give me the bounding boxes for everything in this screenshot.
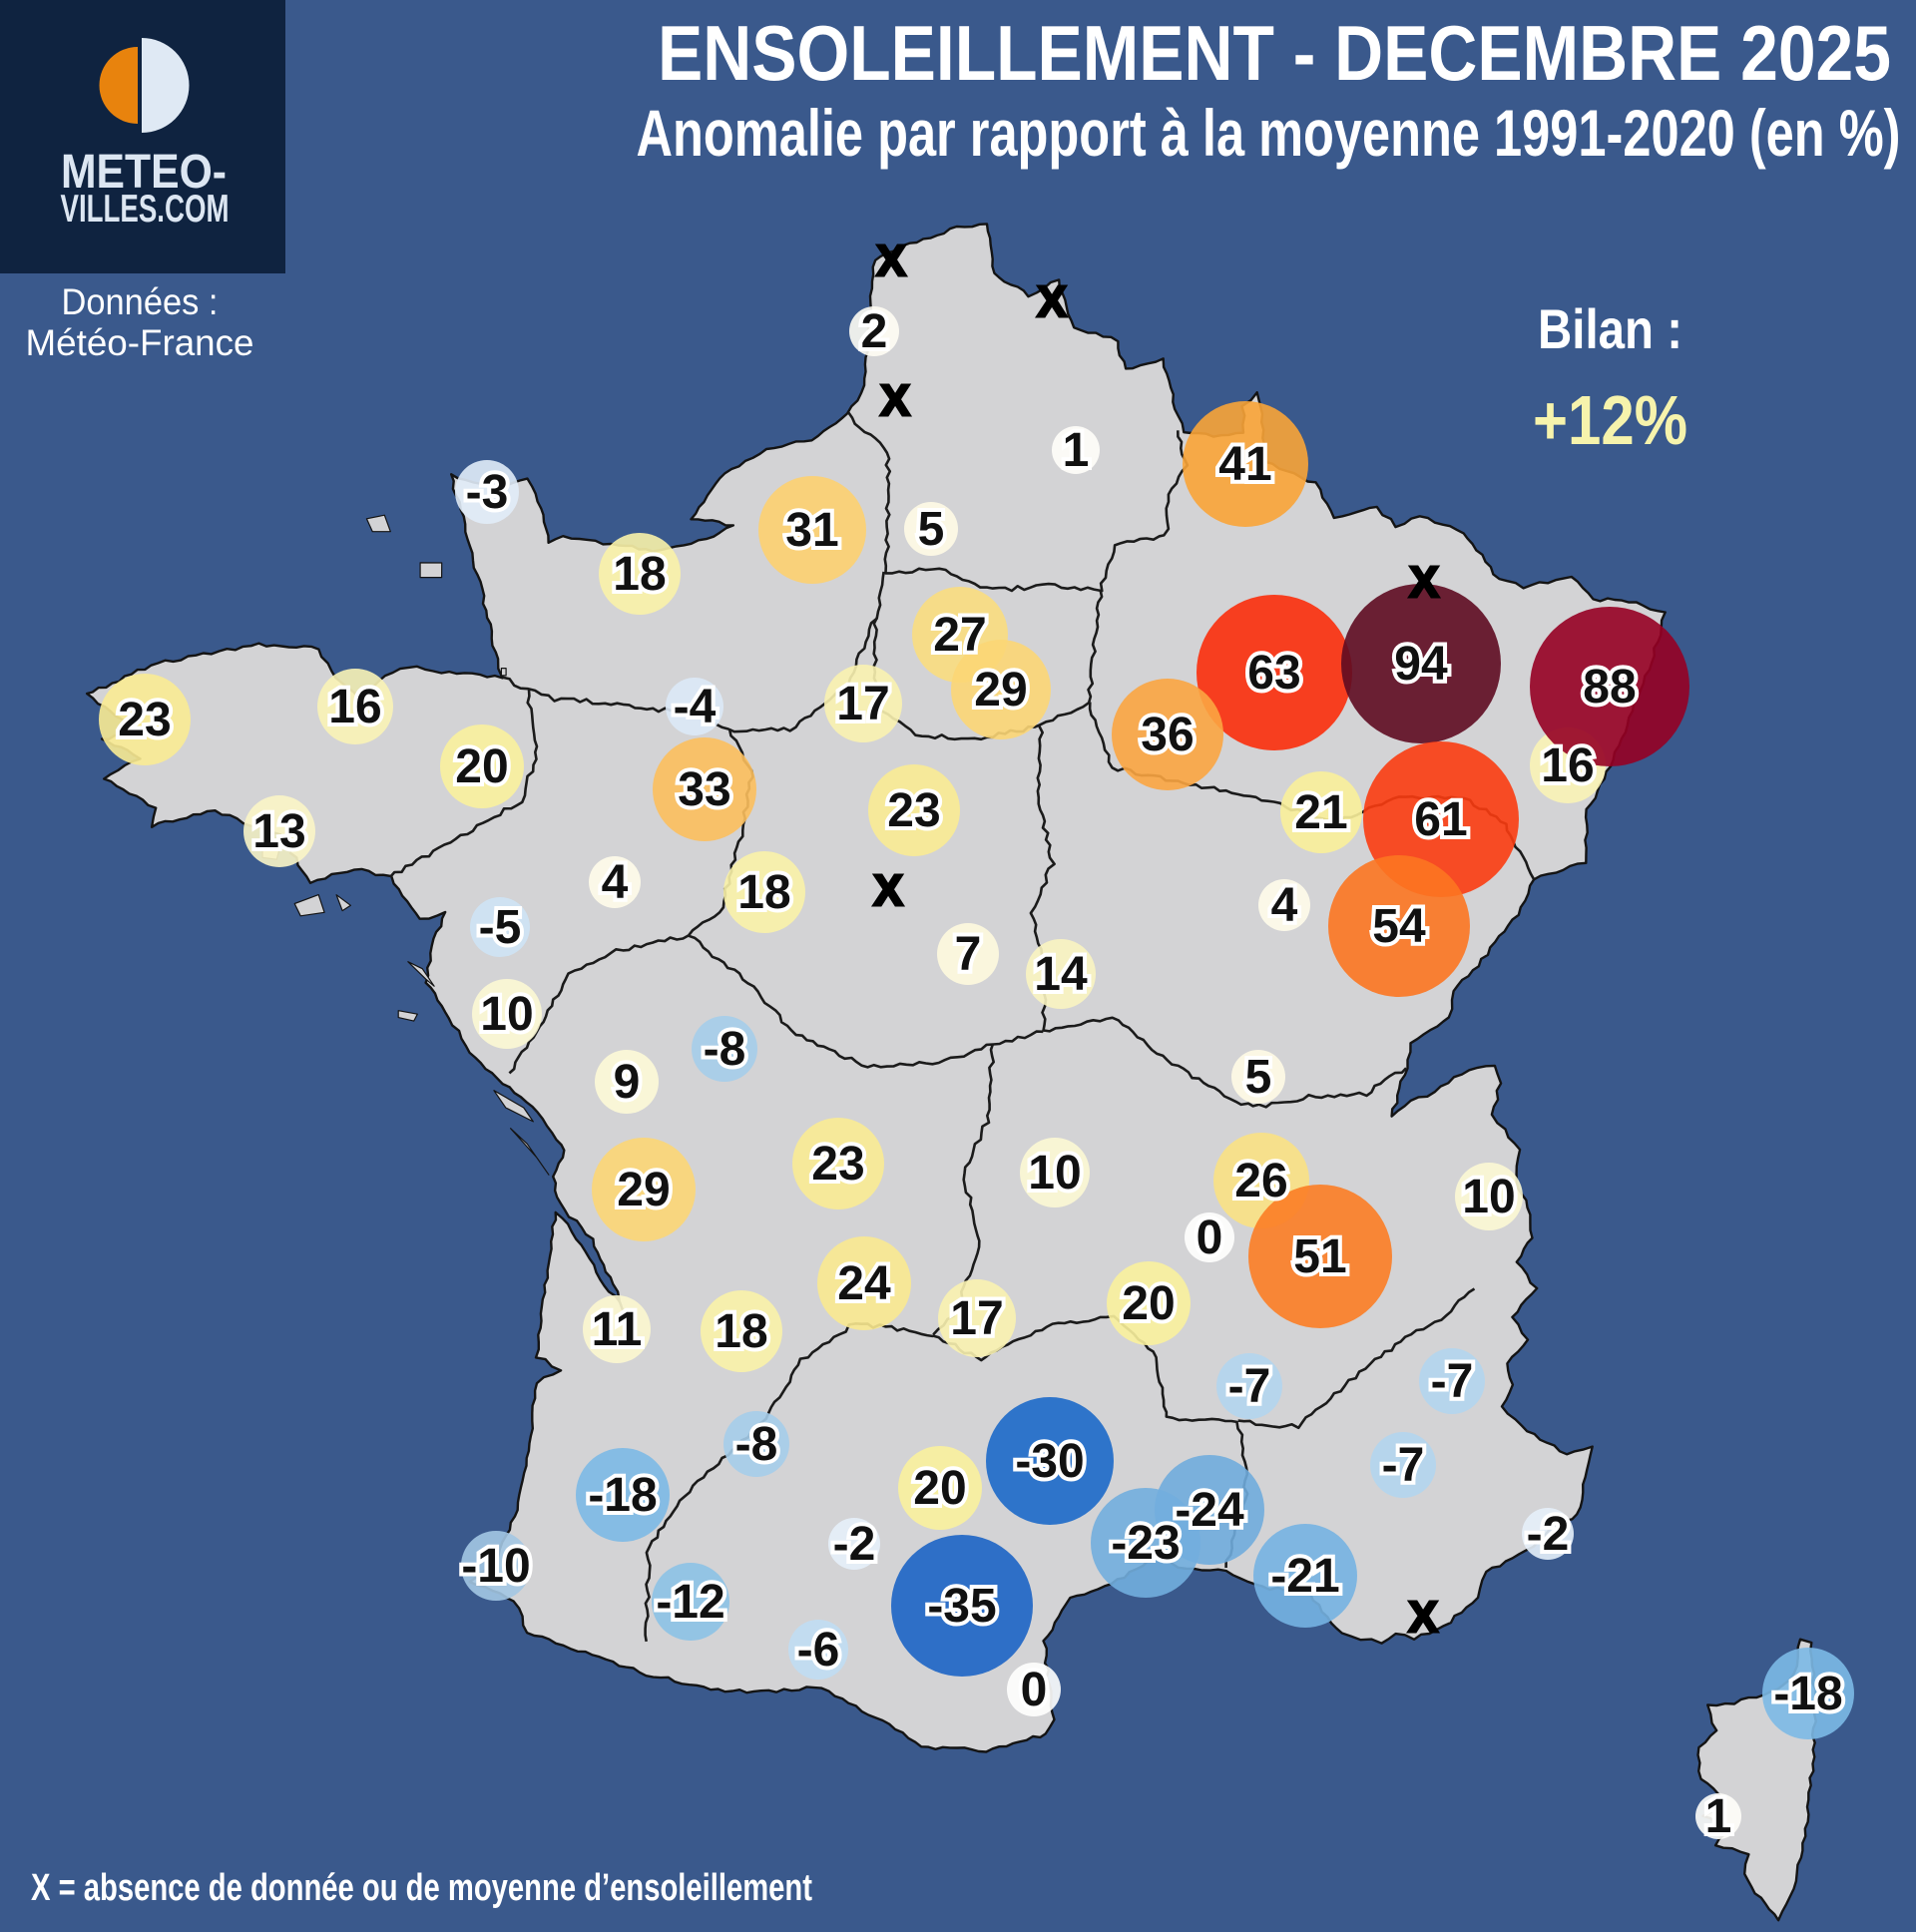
svg-text:4: 4 — [1271, 879, 1298, 932]
svg-text:X: X — [880, 376, 909, 425]
svg-text:18: 18 — [737, 866, 790, 919]
svg-text:23: 23 — [811, 1138, 864, 1191]
svg-text:2: 2 — [861, 305, 888, 358]
svg-text:61: 61 — [1414, 793, 1467, 846]
svg-text:29: 29 — [974, 664, 1027, 717]
svg-text:-30: -30 — [1015, 1435, 1084, 1488]
svg-text:18: 18 — [715, 1305, 767, 1358]
svg-text:36: 36 — [1141, 709, 1194, 761]
svg-text:-2: -2 — [1527, 1508, 1570, 1561]
svg-text:11: 11 — [592, 1303, 643, 1356]
svg-text:-5: -5 — [479, 901, 522, 954]
svg-text:Météo-France: Météo-France — [26, 322, 254, 363]
svg-text:1: 1 — [1063, 424, 1090, 477]
svg-text:21: 21 — [1294, 786, 1347, 839]
svg-text:41: 41 — [1218, 438, 1271, 491]
svg-text:-4: -4 — [674, 681, 717, 733]
svg-text:7: 7 — [955, 928, 982, 981]
svg-text:17: 17 — [836, 678, 889, 730]
svg-text:27: 27 — [933, 609, 986, 662]
svg-text:10: 10 — [1462, 1171, 1515, 1223]
svg-text:29: 29 — [617, 1164, 670, 1216]
svg-text:63: 63 — [1247, 647, 1300, 700]
svg-text:-23: -23 — [1111, 1517, 1180, 1570]
svg-text:-18: -18 — [588, 1469, 657, 1522]
svg-text:24: 24 — [837, 1257, 891, 1310]
svg-text:X: X — [1408, 1593, 1437, 1642]
svg-text:-8: -8 — [735, 1418, 778, 1471]
svg-text:26: 26 — [1234, 1155, 1287, 1208]
svg-text:51: 51 — [1293, 1230, 1346, 1283]
svg-text:Bilan :: Bilan : — [1538, 297, 1682, 360]
svg-text:X: X — [1037, 277, 1066, 326]
svg-text:X: X — [873, 866, 902, 915]
svg-text:VILLES.COM: VILLES.COM — [61, 188, 230, 231]
svg-text:10: 10 — [480, 988, 533, 1041]
svg-text:13: 13 — [252, 805, 305, 858]
svg-text:9: 9 — [614, 1056, 641, 1109]
svg-text:-35: -35 — [927, 1580, 996, 1633]
svg-text:16: 16 — [328, 681, 381, 733]
svg-text:1: 1 — [1705, 1790, 1732, 1843]
svg-text:+12%: +12% — [1533, 381, 1687, 459]
svg-text:ENSOLEILLEMENT - DECEMBRE 2025: ENSOLEILLEMENT - DECEMBRE 2025 — [658, 9, 1891, 97]
svg-text:-21: -21 — [1270, 1550, 1339, 1603]
svg-text:20: 20 — [913, 1462, 966, 1515]
svg-text:-7: -7 — [1431, 1355, 1474, 1408]
svg-text:31: 31 — [785, 504, 838, 557]
svg-text:METEO-: METEO- — [61, 146, 227, 199]
svg-text:20: 20 — [1122, 1277, 1175, 1330]
svg-text:-7: -7 — [1228, 1360, 1271, 1413]
svg-text:-10: -10 — [461, 1540, 530, 1593]
svg-text:-8: -8 — [704, 1023, 746, 1076]
svg-text:-18: -18 — [1773, 1668, 1842, 1720]
svg-text:33: 33 — [678, 763, 730, 816]
svg-text:X: X — [1409, 558, 1438, 607]
svg-text:-3: -3 — [466, 466, 509, 519]
svg-text:-24: -24 — [1175, 1484, 1244, 1537]
svg-text:4: 4 — [602, 856, 629, 909]
svg-text:23: 23 — [887, 784, 940, 837]
svg-text:X: X — [876, 237, 905, 285]
svg-text:18: 18 — [613, 548, 666, 601]
svg-text:54: 54 — [1372, 900, 1426, 953]
svg-text:5: 5 — [918, 503, 945, 556]
svg-text:14: 14 — [1034, 948, 1088, 1001]
svg-text:-12: -12 — [656, 1576, 724, 1629]
svg-text:X = absence de donnée ou de mo: X = absence de donnée ou de moyenne d’en… — [31, 1867, 812, 1909]
svg-text:20: 20 — [455, 740, 508, 793]
svg-text:-2: -2 — [833, 1518, 876, 1571]
svg-text:Données :: Données : — [62, 281, 219, 322]
svg-text:23: 23 — [118, 694, 171, 746]
svg-text:-7: -7 — [1382, 1439, 1425, 1492]
svg-text:94: 94 — [1394, 638, 1448, 691]
svg-text:10: 10 — [1028, 1147, 1081, 1200]
svg-text:0: 0 — [1197, 1211, 1223, 1264]
svg-text:17: 17 — [950, 1292, 1003, 1345]
svg-text:0: 0 — [1021, 1664, 1048, 1716]
svg-text:-6: -6 — [797, 1624, 840, 1677]
svg-text:88: 88 — [1583, 661, 1636, 714]
svg-text:5: 5 — [1245, 1051, 1272, 1104]
svg-text:Anomalie par rapport à la moye: Anomalie par rapport à la moyenne 1991-2… — [637, 96, 1901, 170]
svg-text:16: 16 — [1541, 739, 1594, 792]
